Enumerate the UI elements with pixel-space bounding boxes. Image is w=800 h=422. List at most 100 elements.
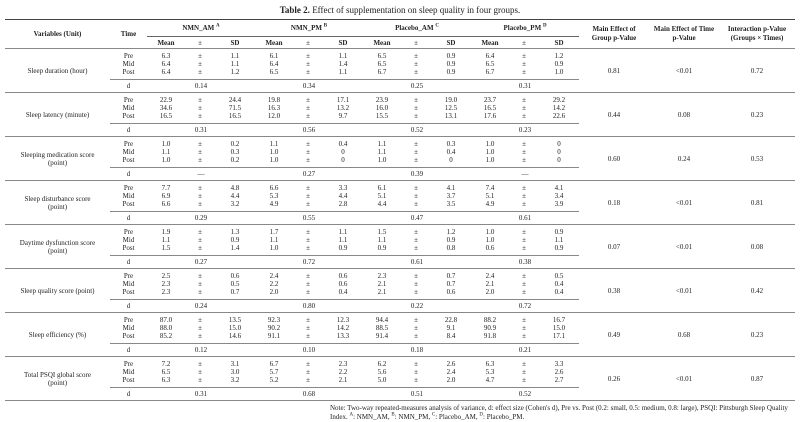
group-p-value: 0.38 (579, 268, 650, 313)
mean-cell: 1.0 1.0 1.0 (471, 137, 509, 168)
time-label: Pre (123, 184, 134, 192)
plus-minus: ± (198, 192, 202, 200)
sd-value: 3.9 (554, 200, 564, 208)
sd-value: 3.3 (554, 360, 564, 368)
mean-value: 5.3 (269, 192, 279, 200)
effect-size-value: 0.61 (363, 255, 472, 269)
sd-value: 2.6 (554, 368, 564, 376)
mean-value: 5.1 (485, 192, 495, 200)
plus-minus: ± (306, 280, 310, 288)
mean-value: 5.2 (269, 376, 279, 384)
plus-minus: ± (414, 68, 418, 76)
effect-size-value: — (471, 167, 580, 181)
mean-cell: 94.4 88.5 91.4 (363, 313, 401, 344)
time-label: Pre (123, 52, 134, 60)
mean-value: 6.7 (377, 68, 387, 76)
plus-minus: ± (522, 280, 526, 288)
table-note: Note: Two-way repeated-measures analysis… (330, 404, 788, 421)
sd-value: 0.9 (446, 68, 456, 76)
mean-value: 1.0 (269, 156, 279, 164)
mean-cell: 1.9 1.1 1.5 (147, 225, 185, 256)
effect-size-value: 0.25 (363, 79, 472, 93)
pm-cell: ± ± ± (293, 357, 323, 388)
effect-size-row: d 0.29 0.55 0.47 0.61 (5, 211, 795, 225)
variable-label: Sleep disturbance score (point) (5, 180, 110, 225)
plus-minus: ± (522, 184, 526, 192)
plus-minus: ± (306, 244, 310, 252)
time-p-value: <0.01 (649, 356, 720, 401)
plus-minus: ± (198, 184, 202, 192)
pm-cell: ± ± ± (185, 181, 215, 212)
table-row: Sleep duration (hour) Pre Mid Post 6.3 6.4 6.4… (5, 48, 796, 93)
time-p-value: <0.01 (649, 48, 720, 93)
mean-value: 0.9 (377, 244, 387, 252)
sd-value: 1.1 (338, 52, 348, 60)
mean-value: 6.4 (485, 52, 495, 60)
sd-value: 16.7 (552, 316, 566, 324)
header-time: Time (110, 19, 147, 49)
mean-cell: 1.1 1.1 1.0 (363, 137, 401, 168)
subheader-sd: SD (215, 36, 255, 49)
sd-value: 8.4 (446, 332, 456, 340)
sd-value: 13.5 (228, 316, 242, 324)
sd-value: 1.0 (554, 68, 564, 76)
group-p-value: 0.07 (579, 224, 650, 269)
mean-cell: 1.0 1.0 0.6 (471, 225, 509, 256)
plus-minus: ± (414, 156, 418, 164)
sd-value: 3.0 (230, 368, 240, 376)
d-label: d (110, 343, 147, 357)
sd-value: 0.9 (554, 244, 564, 252)
sd-value: 14.2 (336, 324, 350, 332)
pm-cell: ± ± ± (509, 313, 539, 344)
plus-minus: ± (522, 60, 526, 68)
mean-value: 6.7 (485, 68, 495, 76)
effect-size-value: 0.55 (255, 211, 364, 225)
mean-value: 88.2 (483, 316, 497, 324)
table-row: Sleep quality score (point) Pre Mid Post 2.5… (5, 268, 796, 313)
interaction-p-value: 0.42 (719, 268, 796, 313)
sd-value: 13.1 (444, 112, 458, 120)
mean-value: 1.0 (161, 140, 171, 148)
pm-cell: ± ± ± (293, 49, 323, 80)
mean-value: 16.3 (267, 104, 281, 112)
sd-value: 0.6 (446, 288, 456, 296)
plus-minus: ± (414, 316, 418, 324)
sd-cell: 2.3 2.2 2.1 (323, 357, 363, 388)
mean-value: 15.5 (375, 112, 389, 120)
interaction-p-value: 0.87 (719, 356, 796, 401)
plus-minus: ± (522, 244, 526, 252)
plus-minus: ± (306, 60, 310, 68)
effect-size-value: 0.72 (255, 255, 364, 269)
sd-value: 3.5 (446, 200, 456, 208)
sd-value: 0 (449, 156, 453, 164)
sd-cell: 0.9 0.9 0.9 (431, 49, 471, 80)
plus-minus: ± (522, 236, 526, 244)
sd-value: 0.6 (230, 272, 240, 280)
time-p-value: 0.24 (649, 136, 720, 181)
sd-value: 0.4 (338, 140, 348, 148)
sd-value: 2.8 (338, 200, 348, 208)
sd-cell: 3.3 4.4 2.8 (323, 181, 363, 212)
table-row: Sleep disturbance score (point) Pre Mid Pos… (5, 180, 796, 225)
effect-size-value: 0.12 (147, 343, 255, 357)
plus-minus: ± (414, 192, 418, 200)
sd-value: 0.9 (446, 60, 456, 68)
plus-minus: ± (306, 68, 310, 76)
mean-value: 6.5 (161, 368, 171, 376)
time-label: Mid (122, 192, 135, 200)
mean-value: 1.5 (377, 228, 387, 236)
mean-value: 1.1 (377, 140, 387, 148)
sd-value: 0.8 (446, 244, 456, 252)
subheader-pm: ± (509, 36, 540, 49)
effect-size-value: 0.39 (363, 167, 472, 181)
plus-minus: ± (414, 140, 418, 148)
pm-cell: ± ± ± (401, 93, 431, 124)
sd-value: 3.4 (554, 192, 564, 200)
mean-value: 1.1 (161, 148, 171, 156)
group-p-value: 0.26 (579, 356, 650, 401)
plus-minus: ± (198, 96, 202, 104)
sd-cell: 0.5 0.4 0.4 (539, 269, 579, 300)
mean-cell: 7.2 6.5 6.3 (147, 357, 185, 388)
sd-value: 0.4 (554, 280, 564, 288)
sd-value: 16.5 (228, 112, 242, 120)
